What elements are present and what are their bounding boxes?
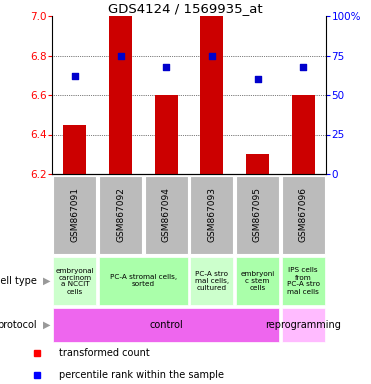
Text: ▶: ▶ bbox=[43, 320, 50, 330]
Text: PC-A stromal cells,
sorted: PC-A stromal cells, sorted bbox=[110, 275, 177, 288]
Bar bbox=[109, 16, 132, 174]
Bar bbox=[53, 257, 96, 305]
Point bbox=[163, 63, 169, 70]
Bar bbox=[145, 175, 188, 254]
Text: reprogramming: reprogramming bbox=[265, 320, 341, 330]
Bar bbox=[200, 16, 223, 174]
Bar bbox=[292, 95, 315, 174]
Text: GSM867095: GSM867095 bbox=[253, 187, 262, 243]
Text: GSM867096: GSM867096 bbox=[299, 187, 308, 243]
Text: control: control bbox=[149, 320, 183, 330]
Text: GSM867094: GSM867094 bbox=[162, 187, 171, 242]
Text: GSM867091: GSM867091 bbox=[70, 187, 79, 243]
Bar bbox=[190, 175, 233, 254]
Bar bbox=[99, 257, 188, 305]
Text: percentile rank within the sample: percentile rank within the sample bbox=[59, 370, 224, 380]
Text: GSM867093: GSM867093 bbox=[207, 187, 216, 243]
Text: embryoni
c stem
cells: embryoni c stem cells bbox=[240, 271, 275, 291]
Text: protocol: protocol bbox=[0, 320, 37, 330]
Text: PC-A stro
mal cells,
cultured: PC-A stro mal cells, cultured bbox=[195, 271, 229, 291]
Text: IPS cells
from
PC-A stro
mal cells: IPS cells from PC-A stro mal cells bbox=[287, 268, 320, 295]
Point bbox=[300, 63, 306, 70]
Bar bbox=[53, 308, 279, 343]
Bar bbox=[246, 154, 269, 174]
Point bbox=[255, 76, 260, 82]
Text: transformed count: transformed count bbox=[59, 348, 150, 358]
Bar bbox=[236, 175, 279, 254]
Bar bbox=[236, 257, 279, 305]
Point bbox=[118, 53, 124, 59]
Bar bbox=[282, 308, 325, 343]
Text: ▶: ▶ bbox=[43, 276, 50, 286]
Bar bbox=[282, 257, 325, 305]
Bar bbox=[190, 257, 233, 305]
Bar bbox=[63, 125, 86, 174]
Point bbox=[209, 53, 215, 59]
Bar bbox=[282, 175, 325, 254]
Bar bbox=[53, 175, 96, 254]
Text: cell type: cell type bbox=[0, 276, 37, 286]
Text: GSM867092: GSM867092 bbox=[116, 187, 125, 242]
Bar bbox=[99, 175, 142, 254]
Point bbox=[72, 73, 78, 79]
Bar bbox=[155, 95, 178, 174]
Text: embryonal
carcinom
a NCCIT
cells: embryonal carcinom a NCCIT cells bbox=[56, 268, 94, 295]
Text: GDS4124 / 1569935_at: GDS4124 / 1569935_at bbox=[108, 2, 263, 15]
